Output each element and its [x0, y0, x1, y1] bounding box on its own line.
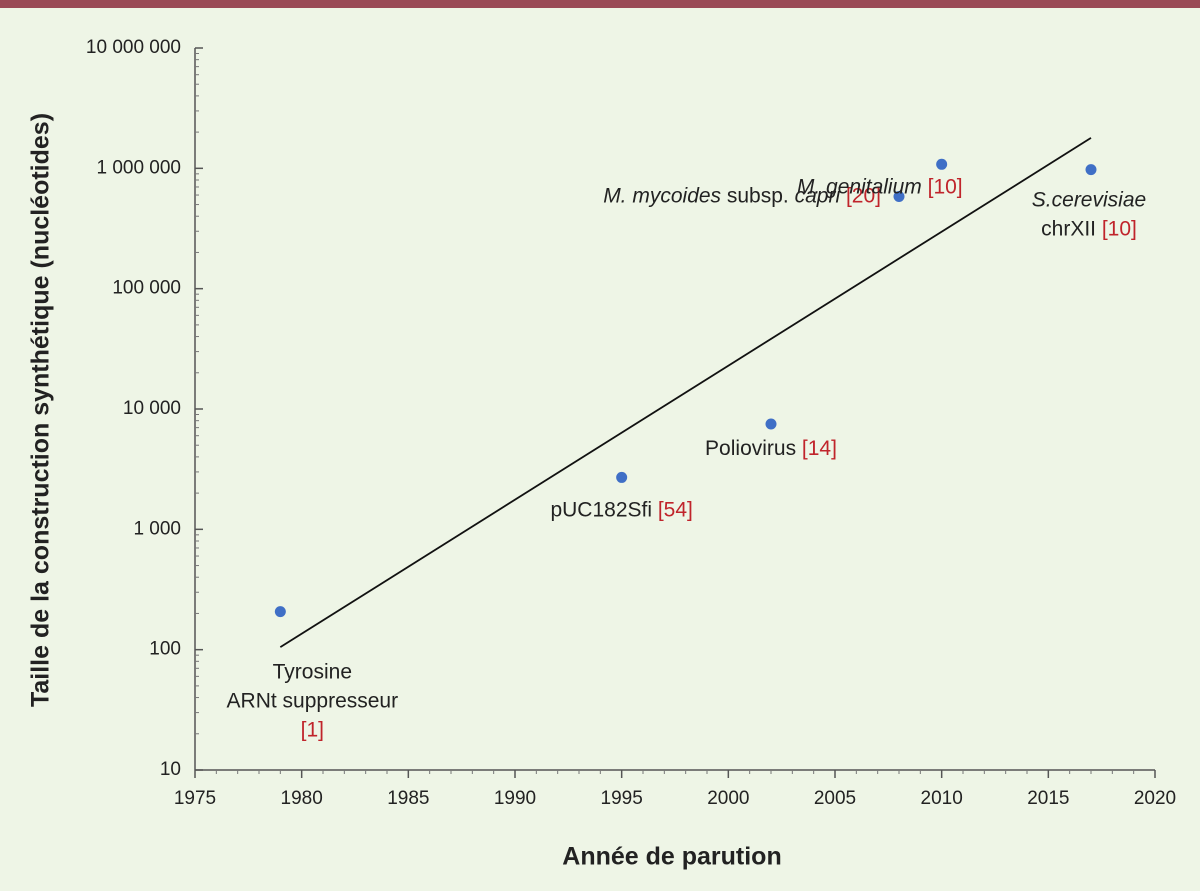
y-tick-label: 10 000 000 [86, 37, 181, 58]
y-tick-label: 100 000 [112, 278, 181, 299]
x-tick-label: 2000 [707, 788, 749, 809]
label-text: Tyrosine [273, 660, 352, 683]
reference: [20] [840, 184, 881, 207]
top-band [0, 0, 1200, 8]
reference: [1] [301, 718, 324, 741]
reference: [10] [922, 175, 963, 198]
point [765, 418, 777, 430]
point-label: S.cerevisiae [1032, 188, 1146, 211]
y-tick-label: 10 000 [123, 398, 181, 419]
point-label: pUC182Sfi [54] [550, 498, 692, 521]
label-text: M. mycoides [603, 184, 721, 207]
y-tick-label: 10 [160, 759, 181, 780]
point [616, 471, 628, 483]
label-text: ARNt suppresseur [227, 689, 399, 712]
label-text: chrXII [1041, 217, 1102, 240]
label-text: pUC182Sfi [550, 498, 657, 521]
point-label: chrXII [10] [1041, 217, 1137, 240]
point [936, 158, 948, 170]
label-text: subsp. [721, 184, 795, 207]
point-label: Tyrosine [273, 660, 352, 683]
point-label: M. genitalium [10] [797, 175, 963, 198]
point-label: M. mycoides subsp. capri [20] [603, 184, 881, 207]
point [274, 606, 286, 618]
point [893, 191, 905, 203]
label-text: Poliovirus [705, 437, 802, 460]
label-text: S.cerevisiae [1032, 188, 1146, 211]
y-tick-label: 1 000 [133, 518, 181, 539]
trend-line [279, 137, 1092, 648]
point-label: ARNt suppresseur [227, 689, 399, 712]
reference: [54] [658, 498, 693, 521]
x-tick-label: 1985 [387, 788, 429, 809]
x-tick-label: 1980 [281, 788, 323, 809]
label-text: M. genitalium [797, 175, 922, 198]
x-tick-label: 2020 [1134, 788, 1176, 809]
x-tick-label: 2010 [921, 788, 963, 809]
point-label: Poliovirus [14] [705, 437, 837, 460]
y-tick-label: 100 [149, 639, 181, 660]
x-tick-label: 1995 [601, 788, 643, 809]
point-label: [1] [301, 718, 324, 741]
label-text: capri [795, 184, 842, 207]
x-tick-label: 2005 [814, 788, 856, 809]
reference: [10] [1102, 217, 1137, 240]
x-axis-title: Année de parution [562, 843, 781, 871]
x-tick-label: 2015 [1027, 788, 1069, 809]
x-tick-label: 1975 [174, 788, 216, 809]
x-tick-label: 1990 [494, 788, 536, 809]
y-axis-title: Taille de la construction synthétique (n… [27, 113, 55, 707]
point [1085, 164, 1097, 176]
y-tick-label: 1 000 000 [96, 157, 181, 178]
reference: [14] [802, 437, 837, 460]
